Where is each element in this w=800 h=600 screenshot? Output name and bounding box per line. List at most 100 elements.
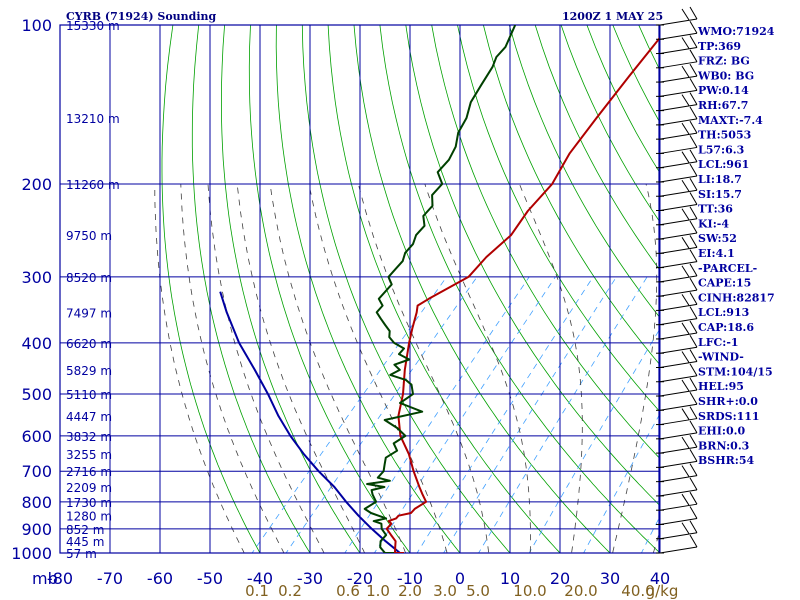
mixing-ratio-label: 0.1 (245, 582, 269, 600)
wind-barb (656, 292, 698, 311)
sounding-index: LI:18.7 (698, 173, 742, 186)
mixing-ratio-lines (251, 276, 659, 553)
sounding-index: LCL:913 (698, 306, 749, 319)
height-label: 11260 m (66, 178, 120, 192)
pressure-tick-label: 700 (21, 462, 52, 481)
temperature-tick-label: 30 (600, 569, 620, 588)
mixing-ratio-line (285, 276, 478, 553)
wind-barb (656, 6, 698, 26)
wind-barb (656, 177, 698, 197)
sounding-index: HEL:95 (698, 380, 744, 393)
pressure-tick-label: 900 (21, 520, 52, 539)
wind-barb (656, 534, 698, 554)
height-label: 9750 m (66, 229, 112, 243)
moist-adiabat-line (424, 183, 531, 553)
wind-barb (656, 392, 698, 411)
station-title: CYRB (71924) Sounding (66, 10, 217, 23)
wind-barb (656, 449, 698, 468)
wind-barb (656, 135, 698, 154)
pressure-unit-label: mb (32, 569, 58, 588)
pressure-tick-label: 400 (21, 334, 52, 353)
wind-barb (656, 78, 698, 97)
dry-adiabat-line (301, 25, 511, 553)
sounding-index: BRN:0.3 (698, 439, 749, 452)
dry-adiabat-line (560, 25, 659, 222)
wind-barb (656, 249, 698, 269)
dry-adiabat-line (191, 25, 311, 553)
mixing-ratio-line (416, 276, 594, 553)
mixing-ratio-line (251, 276, 447, 553)
parcel-curve (219, 291, 401, 553)
moist-adiabat-line (519, 183, 583, 553)
pressure-tick-label: 1000 (11, 544, 52, 563)
sounding-index: WMO:71924 (697, 25, 775, 38)
sounding-index: MAXT:-7.4 (698, 114, 763, 127)
height-label: 2209 m (66, 481, 112, 495)
height-label: 57 m (66, 547, 97, 561)
temperature-tick-label: -30 (297, 569, 323, 588)
wind-barb (656, 363, 698, 383)
wind-barb (656, 334, 698, 354)
moist-adiabat-line (154, 183, 245, 553)
wind-barb (656, 35, 698, 55)
wind-barb (656, 406, 698, 426)
mixing-ratio-label: 20.0 (564, 582, 597, 600)
temperature-tick-label: 10 (500, 569, 520, 588)
height-label: 15330 m (66, 19, 120, 33)
dry-adiabat-line (754, 1, 800, 564)
wind-barb (656, 320, 698, 340)
moist-adiabat-line (612, 183, 658, 553)
mixing-ratio-label: 0.2 (278, 582, 302, 600)
mixing-ratio-label: 5.0 (466, 582, 490, 600)
sounding-index: LFC:-1 (698, 336, 739, 349)
dry-adiabat-line (405, 25, 659, 506)
wind-barb (656, 106, 698, 126)
wind-barb (656, 120, 698, 140)
height-label: 445 m (66, 535, 104, 549)
moist-adiabat-line (269, 183, 407, 553)
mixing-ratio-label: 2.0 (398, 582, 422, 600)
wind-barb (656, 277, 698, 297)
height-label: 8520 m (66, 271, 112, 285)
temperature-tick-label: 0 (455, 569, 465, 588)
height-label: 7497 m (66, 306, 112, 320)
sounding-index: -PARCEL- (698, 262, 757, 275)
wind-barb (656, 49, 698, 69)
wind-barb (656, 206, 698, 226)
height-label: 4447 m (66, 410, 112, 424)
sounding-index: BSHR:54 (698, 454, 754, 467)
pressure-tick-label: 300 (21, 268, 52, 287)
wind-barbs (656, 6, 698, 554)
wind-barb (656, 420, 698, 440)
temperature-tick-label: -20 (347, 569, 373, 588)
moist-adiabat-line (308, 183, 448, 553)
sounding-index: SW:52 (698, 232, 737, 245)
dry-adiabat-line (248, 25, 411, 553)
wind-barb (656, 235, 698, 254)
sounding-index: STM:104/15 (698, 365, 773, 378)
height-label: 5110 m (66, 388, 112, 402)
mixing-ratio-label: 10.0 (513, 582, 546, 600)
wind-barb (656, 149, 698, 169)
dry-adiabat-line (457, 25, 659, 412)
sounding-index: SI:15.7 (698, 188, 742, 201)
wind-barb (656, 463, 698, 483)
wind-barb (656, 220, 698, 240)
moist-adiabat-line (180, 183, 285, 553)
wind-barb (656, 477, 698, 497)
plot-frame (59, 24, 660, 554)
sounding-index: PW:0.14 (698, 84, 749, 97)
sounding-index: RH:67.7 (698, 99, 748, 112)
dry-adiabat-line (220, 25, 361, 553)
wind-barb (656, 349, 698, 368)
height-label: 1280 m (66, 510, 112, 524)
wind-barb (656, 163, 698, 183)
sounding-index: TH:5053 (698, 129, 751, 142)
mixing-ratio-line (528, 329, 659, 553)
mixing-ratio-line (478, 276, 648, 553)
dewpoint-curve (363, 25, 517, 553)
sounding-index: SHR+:0.0 (698, 395, 758, 408)
